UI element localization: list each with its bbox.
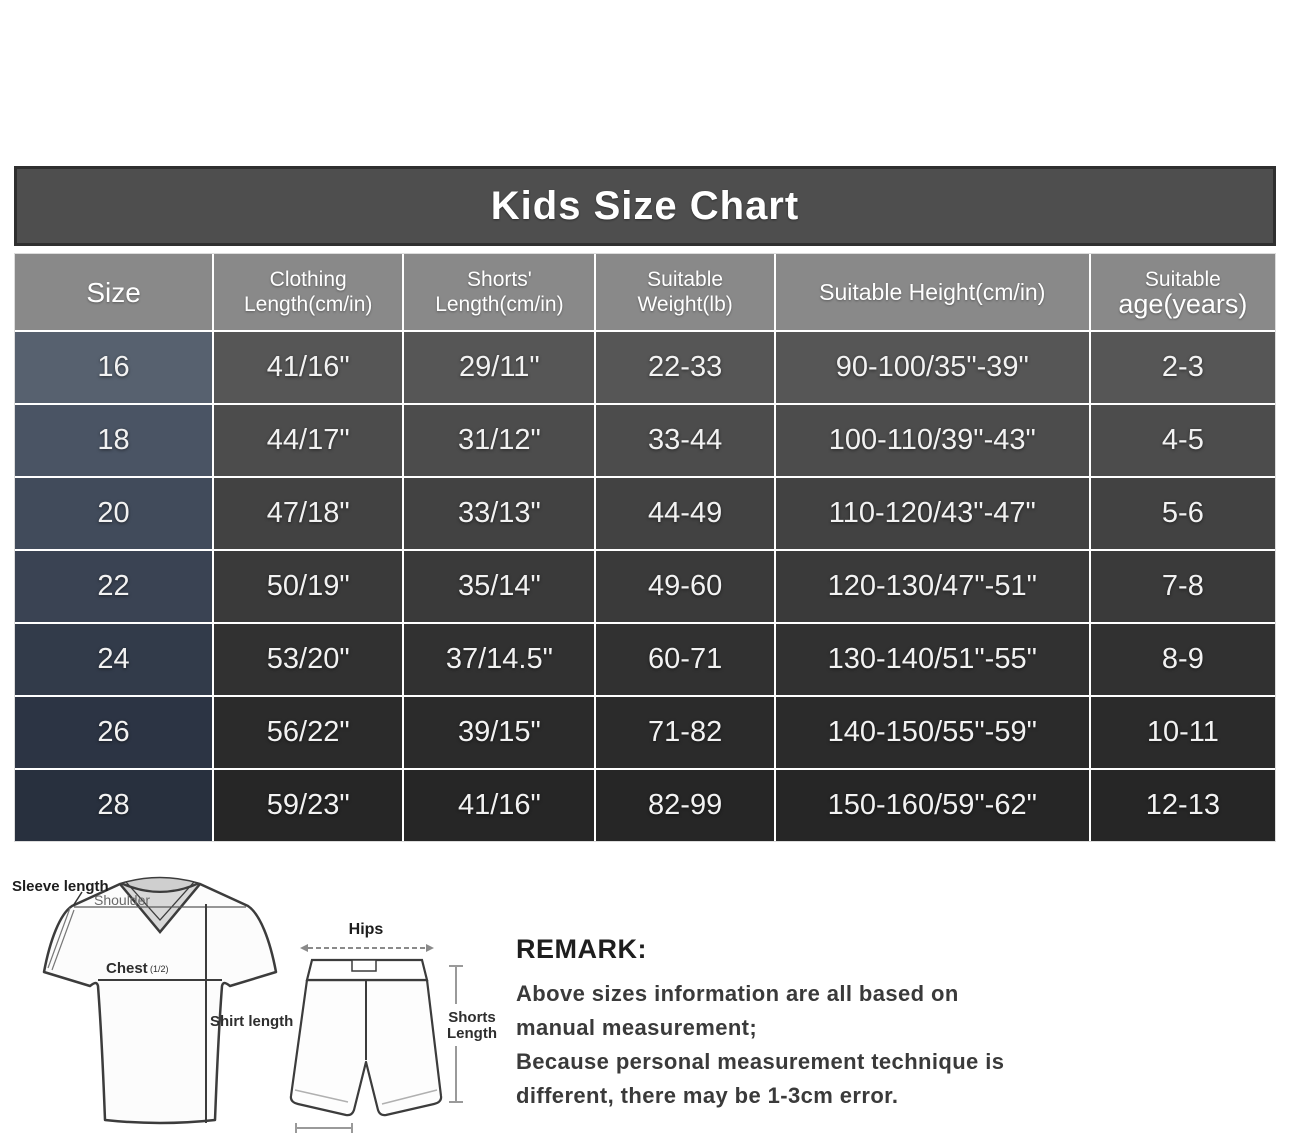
shorts-length-label-line2: Length [447, 1025, 497, 1042]
height-cell: 140-150/55"-59" [775, 697, 1089, 768]
shorts-length-cell: 33/13" [404, 478, 595, 549]
chest-note-label: (1/2) [150, 964, 169, 974]
kids-size-chart-table: Kids Size Chart Size Clothing Length(cm/… [14, 166, 1276, 842]
age-cell: 10-11 [1090, 697, 1275, 768]
hips-arrow-right [426, 944, 434, 952]
table-title-bar: Kids Size Chart [14, 166, 1276, 246]
clothing-length-cell: 44/17" [214, 405, 403, 476]
shorts-length-cell: 31/12" [404, 405, 595, 476]
collar-v-outer [119, 883, 201, 934]
waistband-tab [351, 959, 377, 972]
sleeve-seam-line [47, 907, 71, 969]
size-cell: 18 [15, 405, 213, 476]
weight-cell: 44-49 [596, 478, 774, 549]
shorts-measurement-diagram: Hips Shorts Length [289, 921, 497, 1133]
sleeve-pointer-line [72, 891, 83, 907]
age-cell: 8-9 [1090, 624, 1275, 695]
height-cell: 120-130/47"-51" [775, 551, 1089, 622]
collar-v-inner [125, 881, 195, 921]
hips-arrow-left [300, 944, 308, 952]
shorts-length-cell: 35/14" [404, 551, 595, 622]
header-cell-shorts-length: Shorts' Length(cm/in) [404, 254, 595, 330]
hips-label: Hips [349, 921, 384, 938]
collar-inner-fill [120, 884, 200, 932]
header-cell-suitable-height: Suitable Height(cm/in) [775, 254, 1089, 330]
size-cell: 26 [15, 697, 213, 768]
clothing-length-cell: 56/22" [214, 697, 403, 768]
size-cell: 22 [15, 551, 213, 622]
shoulder-label: Shoulder [94, 892, 150, 908]
shorts-length-cell: 39/15" [404, 697, 595, 768]
size-cell: 24 [15, 624, 213, 695]
clothing-length-cell: 47/18" [214, 478, 403, 549]
remark-heading: REMARK: [516, 934, 647, 964]
header-cell-size: Size [15, 254, 213, 330]
shorts-length-cell: 37/14.5" [404, 624, 595, 695]
age-cell: 2-3 [1090, 332, 1275, 403]
shirt-measurement-diagram: Sleeve length Shoulder Chest (1/2) Shirt… [12, 876, 293, 1125]
age-cell: 7-8 [1090, 551, 1275, 622]
age-cell: 5-6 [1090, 478, 1275, 549]
sleeve-seam-line-2 [51, 909, 75, 971]
remark-line: manual measurement; [516, 1015, 758, 1040]
weight-cell: 33-44 [596, 405, 774, 476]
remark-line: different, there may be 1-3cm error. [516, 1083, 899, 1108]
shirt-outline [42, 882, 278, 1125]
remark-line: Above sizes information are all based on [516, 981, 959, 1006]
height-cell: 100-110/39"-43" [775, 405, 1089, 476]
collar-back-band [119, 876, 201, 893]
height-cell: 110-120/43"-47" [775, 478, 1089, 549]
shorts-length-cell: 41/16" [404, 770, 595, 841]
age-cell: 12-13 [1090, 770, 1275, 841]
weight-cell: 82-99 [596, 770, 774, 841]
chest-label: Chest [106, 960, 148, 977]
clothing-length-cell: 50/19" [214, 551, 403, 622]
age-cell: 4-5 [1090, 405, 1275, 476]
page-title: Kids Size Chart [490, 183, 800, 228]
measurement-guide-section: Sleeve length Shoulder Chest (1/2) Shirt… [0, 858, 1290, 1145]
sleeve-length-label: Sleeve length [12, 878, 109, 895]
size-cell: 28 [15, 770, 213, 841]
shorts-length-label-line1: Shorts [448, 1009, 496, 1026]
weight-cell: 49-60 [596, 551, 774, 622]
shirt-length-label: Shirt length [210, 1013, 293, 1030]
size-cell: 16 [15, 332, 213, 403]
height-cell: 150-160/59"-62" [775, 770, 1089, 841]
right-hem-detail [381, 1089, 438, 1105]
size-cell: 20 [15, 478, 213, 549]
remark-line: Because personal measurement technique i… [516, 1049, 1005, 1074]
shorts-length-cell: 29/11" [404, 332, 595, 403]
weight-cell: 22-33 [596, 332, 774, 403]
header-cell-clothing-length: Clothing Length(cm/in) [214, 254, 403, 330]
clothing-length-cell: 53/20" [214, 624, 403, 695]
remark-block: REMARK: Above sizes information are all … [516, 934, 1156, 1113]
clothing-length-cell: 41/16" [214, 332, 403, 403]
left-hem-detail [294, 1089, 349, 1103]
height-cell: 90-100/35"-39" [775, 332, 1089, 403]
weight-cell: 71-82 [596, 697, 774, 768]
header-cell-suitable-weight: Suitable Weight(lb) [596, 254, 774, 330]
height-cell: 130-140/51"-55" [775, 624, 1089, 695]
size-grid: Size Clothing Length(cm/in) Shorts' Leng… [14, 253, 1276, 842]
header-cell-suitable-age: Suitable age(years) [1090, 254, 1275, 330]
weight-cell: 60-71 [596, 624, 774, 695]
clothing-length-cell: 59/23" [214, 770, 403, 841]
